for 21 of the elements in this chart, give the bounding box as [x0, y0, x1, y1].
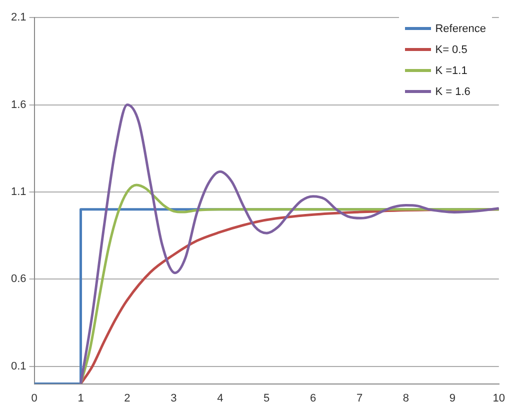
legend-label: K= 0.5: [435, 44, 468, 56]
y-tick-label: 0.6: [10, 273, 26, 286]
y-tick-label: 0.1: [10, 360, 26, 372]
x-tick-label: 9: [449, 392, 456, 404]
x-tick-label: 0: [31, 392, 38, 404]
x-tick-label: 2: [124, 392, 130, 404]
x-tick-label: 10: [492, 392, 506, 404]
line-series: [80, 104, 499, 384]
legend-label: K =1.1: [435, 64, 468, 76]
y-tick-label: 1.6: [10, 98, 26, 111]
x-tick-label: 7: [356, 392, 363, 404]
x-tick-label: 8: [402, 392, 410, 404]
x-tick-label: 6: [310, 392, 316, 404]
legend-label: K = 1.6: [435, 86, 470, 98]
x-tick-label: 1: [78, 392, 84, 404]
x-tick-label: 4: [217, 392, 224, 404]
legend-label: Reference: [435, 22, 486, 34]
x-tick-label: 5: [264, 392, 270, 404]
y-tick-label: 1.1: [10, 186, 26, 198]
x-tick-label: 3: [170, 392, 177, 404]
y-tick-label: 2.1: [10, 12, 26, 24]
